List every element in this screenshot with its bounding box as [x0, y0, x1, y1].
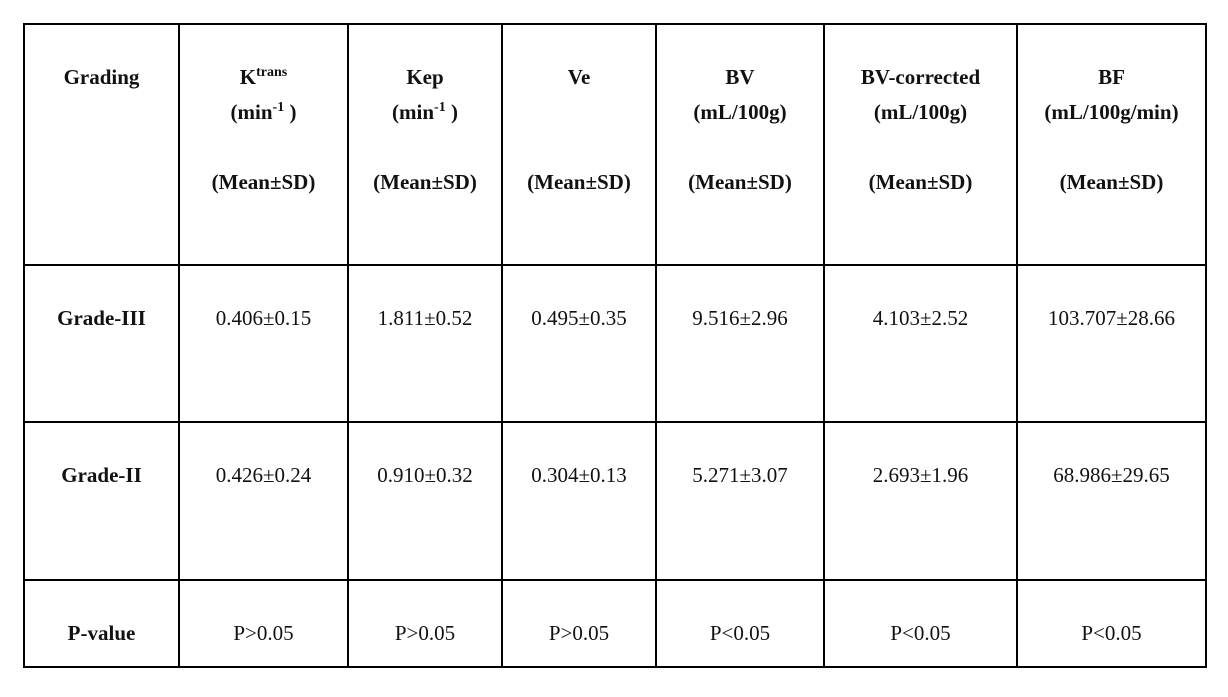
column-name: BF	[1098, 65, 1125, 89]
value-cell: 0.495±0.35	[501, 264, 657, 423]
header-line: BF	[1022, 65, 1201, 100]
column-unit: (mL/100g)	[873, 100, 968, 124]
column-name-superscript: trans	[256, 65, 288, 80]
value-cell: P<0.05	[823, 579, 1018, 668]
header-spacer	[1022, 135, 1201, 170]
value-cell: 5.271±3.07	[655, 421, 825, 581]
value-cell: 1.811±0.52	[347, 264, 503, 423]
data-table: Grading Ktrans (min-1 ) (Mean±SD) Kep (min-1 …	[23, 23, 1207, 668]
value-cell: 0.426±0.24	[178, 421, 349, 581]
header-line: Ve	[507, 65, 651, 100]
header-cell: Grading	[23, 23, 180, 266]
header-line: Grading	[29, 65, 174, 100]
value-cell: P<0.05	[1016, 579, 1207, 668]
value-cell: 103.707±28.66	[1016, 264, 1207, 423]
row-label: P-value	[23, 579, 180, 668]
value-cell: 2.693±1.96	[823, 421, 1018, 581]
column-statistic: (Mean±SD)	[1059, 170, 1164, 194]
value-cell: 9.516±2.96	[655, 264, 825, 423]
column-name: BV	[725, 65, 755, 89]
body-row: Grade-II 0.426±0.24 0.910±0.32 0.304±0.13 5.…	[23, 421, 1207, 581]
value-cell: P<0.05	[655, 579, 825, 668]
header-line: (mL/100g)	[661, 100, 819, 135]
value-cell: 4.103±2.52	[823, 264, 1018, 423]
header-line: (mL/100g/min)	[1022, 100, 1201, 135]
header-spacer	[184, 135, 343, 170]
table-container: Grading Ktrans (min-1 ) (Mean±SD) Kep (min-1 …	[23, 23, 1207, 668]
header-spacer	[353, 135, 497, 170]
header-row: Grading Ktrans (min-1 ) (Mean±SD) Kep (min-1 …	[23, 23, 1207, 266]
column-unit: (mL/100g/min)	[1044, 100, 1179, 124]
value-cell: 68.986±29.65	[1016, 421, 1207, 581]
row-label: Grade-III	[23, 264, 180, 423]
header-line: Kep	[353, 65, 497, 100]
header-line: (min-1 )	[184, 100, 343, 135]
column-unit: (min	[230, 100, 273, 124]
column-name: Kep	[406, 65, 444, 89]
header-cell: BV (mL/100g) (Mean±SD)	[655, 23, 825, 266]
header-cell: BF (mL/100g/min) (Mean±SD)	[1016, 23, 1207, 266]
header-spacer	[507, 135, 651, 170]
body-row: P-value P>0.05 P>0.05 P>0.05 P<0.05 P<0.05 P<0…	[23, 579, 1207, 668]
header-cell: BV-corrected (mL/100g) (Mean±SD)	[823, 23, 1018, 266]
column-name: Grading	[63, 65, 140, 89]
value-cell: P>0.05	[347, 579, 503, 668]
column-unit-close: )	[284, 100, 297, 124]
header-line: Ktrans	[184, 65, 343, 100]
header-line	[507, 100, 651, 135]
header-spacer	[829, 135, 1012, 170]
header-cell: Ktrans (min-1 ) (Mean±SD)	[178, 23, 349, 266]
column-unit: (min	[392, 100, 435, 124]
column-unit: (mL/100g)	[693, 100, 787, 124]
value-cell: 0.406±0.15	[178, 264, 349, 423]
column-unit-close: )	[445, 100, 458, 124]
column-statistic: (Mean±SD)	[211, 170, 316, 194]
header-line: (min-1 )	[353, 100, 497, 135]
column-unit-superscript: -1	[434, 100, 446, 115]
header-cell: Ve (Mean±SD)	[501, 23, 657, 266]
column-statistic: (Mean±SD)	[527, 170, 631, 194]
column-name: K	[239, 65, 257, 89]
header-line: (mL/100g)	[829, 100, 1012, 135]
header-spacer	[661, 135, 819, 170]
column-statistic: (Mean±SD)	[688, 170, 792, 194]
value-cell: 0.910±0.32	[347, 421, 503, 581]
value-cell: 0.304±0.13	[501, 421, 657, 581]
column-statistic: (Mean±SD)	[373, 170, 477, 194]
value-cell: P>0.05	[501, 579, 657, 668]
row-label: Grade-II	[23, 421, 180, 581]
column-name: BV-corrected	[860, 65, 981, 89]
column-name: Ve	[567, 65, 591, 89]
body-row: Grade-III 0.406±0.15 1.811±0.52 0.495±0.35 9…	[23, 264, 1207, 423]
header-line: BV	[661, 65, 819, 100]
header-cell: Kep (min-1 ) (Mean±SD)	[347, 23, 503, 266]
value-cell: P>0.05	[178, 579, 349, 668]
column-unit-superscript: -1	[272, 100, 285, 115]
header-line: BV-corrected	[829, 65, 1012, 100]
column-statistic: (Mean±SD)	[868, 170, 973, 194]
